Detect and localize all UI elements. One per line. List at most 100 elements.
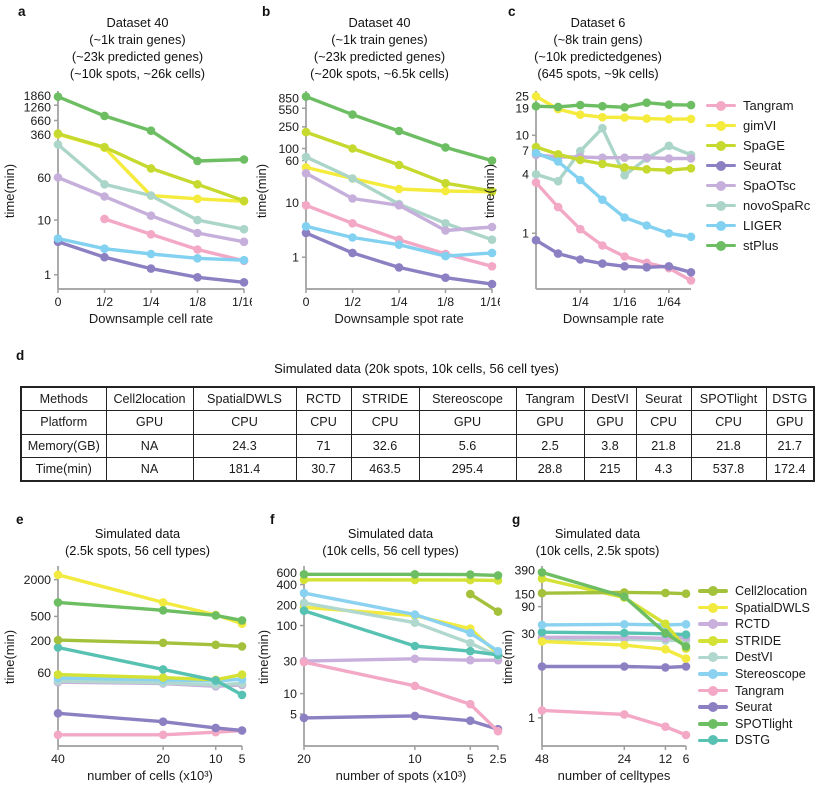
series-point-SpatialDWLS [53, 570, 63, 580]
series-point-Tangram [531, 178, 541, 187]
series-point-SpatialDWLS [537, 637, 547, 646]
x-tick-label: 10 [209, 752, 223, 766]
series-point-novoSpaRc [301, 152, 311, 162]
series-point-SPOTlight [237, 616, 247, 625]
legend-dot-icon [708, 619, 718, 630]
series-point-STRIDE [53, 670, 63, 679]
series-point-LIGER [146, 249, 156, 259]
legend-line-icon [698, 718, 728, 729]
y-tick-label: 90 [521, 600, 535, 614]
series-point-SpaOTsc [301, 169, 311, 178]
table-cell: Cell2location [105, 386, 194, 411]
series-point-Seurat [158, 717, 168, 726]
series-line-SPOTlight [540, 570, 688, 649]
series-point-SPOTlight [620, 592, 629, 601]
table-title: Simulated data (20k spots, 10k cells, 56… [274, 361, 559, 376]
legend-label: stPlus [743, 238, 779, 253]
table-cell: 4.3 [635, 457, 692, 482]
series-point-DSTG [53, 643, 63, 652]
series-point-SpaGE [100, 142, 109, 152]
series-point-novoSpaRc [193, 215, 202, 225]
legend-dot-icon [716, 220, 726, 231]
y-tick-label: 660 [30, 114, 51, 128]
series-line-Seurat [302, 714, 500, 731]
series-point-gimVI [642, 114, 651, 123]
table-cell: 2.5 [515, 433, 585, 458]
legend-item-spatialdwls: SpatialDWLS [698, 601, 810, 615]
series-point-novoSpaRc [146, 191, 156, 200]
series-point-DSTG [620, 628, 629, 638]
series-point-Seurat [553, 249, 563, 258]
series-point-SpaGE [239, 196, 249, 206]
series-point-SpatialDWLS [661, 645, 670, 654]
panel-f-label: f [270, 512, 275, 527]
series-point-novoSpaRc [487, 235, 497, 244]
y-tick-label: 1 [292, 251, 299, 265]
series-point-DSTG [299, 606, 309, 615]
legend-label: SpaOTsc [743, 178, 796, 193]
series-point-DestVI [299, 598, 309, 608]
series-point-SPOTlight [661, 628, 670, 638]
panel-d-label: d [16, 348, 25, 363]
series-point-Seurat [466, 716, 475, 725]
series-point-SpaOTsc [348, 194, 357, 203]
series-line-Tangram [302, 660, 500, 733]
x-tick-label: 40 [51, 752, 65, 766]
legend-dot-icon [716, 100, 726, 111]
x-tick-label: 20 [156, 752, 170, 766]
x-tick-label: 20 [297, 752, 311, 766]
series-point-Tangram [620, 710, 629, 719]
series-point-SpaOTsc [239, 237, 249, 247]
series-line-Cell2location [468, 592, 500, 614]
y-tick-label: 360 [30, 128, 51, 142]
series-point-DestVI [410, 618, 420, 627]
x-tick-label: 1/16 [480, 295, 500, 309]
series-line-STRIDE [302, 578, 500, 583]
legend-line-icon [706, 160, 736, 171]
series-point-SpaOTsc [487, 222, 497, 232]
series-point-stPlus [53, 92, 63, 101]
series-point-Seurat [53, 709, 63, 718]
y-tick-label: 1 [522, 227, 529, 241]
series-point-novoSpaRc [664, 141, 674, 151]
series-point-Cell2location [237, 642, 247, 651]
series-point-Cell2location [661, 588, 670, 598]
legend-label: Seurat [743, 158, 782, 173]
legend-label: Seurat [735, 700, 773, 715]
series-point-novoSpaRc [620, 171, 629, 180]
series-point-Tangram [487, 262, 497, 271]
legend-item-stplus: stPlus [706, 238, 810, 253]
table-cell: GPU [765, 410, 815, 435]
series-point-SpaGE [664, 165, 674, 175]
simulated-table: Methods Cell2location SpatialDWLS RCTD STRID… [20, 386, 815, 482]
x-tick-label: 1/2 [96, 295, 113, 309]
table-row: Time(min) NA 181.4 30.7 463.5 295.4 28.8 215 4.3… [20, 457, 815, 482]
series-point-Seurat [620, 662, 629, 671]
series-point-Cell2location [681, 589, 691, 598]
panel-c-label: c [508, 4, 516, 19]
series-point-novoSpaRc [598, 123, 607, 133]
series-line-novoSpaRc [304, 155, 494, 242]
series-point-STRIDE [158, 673, 168, 682]
y-axis-label: time(min) [482, 164, 497, 218]
series-point-stPlus [553, 102, 563, 112]
legend-item-novosparc: novoSpaRc [706, 198, 810, 213]
legend-line-icon [698, 652, 728, 663]
panel-e-label: e [16, 512, 24, 527]
x-tick-label: 1/8 [189, 295, 206, 309]
y-tick-label: 1860 [24, 89, 52, 103]
legend-line-icon [698, 702, 728, 713]
series-point-SPOTlight [537, 568, 547, 577]
series-point-Tangram [661, 722, 670, 731]
table-cell: 3.8 [583, 433, 637, 458]
y-tick-label: 10 [515, 129, 529, 143]
series-point-Seurat [394, 263, 404, 272]
series-point-stPlus [686, 100, 696, 110]
panel-b-label: b [262, 4, 271, 19]
series-point-Seurat [664, 262, 674, 271]
series-point-novoSpaRc [531, 170, 541, 179]
series-point-Seurat [301, 228, 311, 238]
series-line-Stereoscope [302, 591, 500, 653]
series-point-Tangram [620, 252, 629, 261]
